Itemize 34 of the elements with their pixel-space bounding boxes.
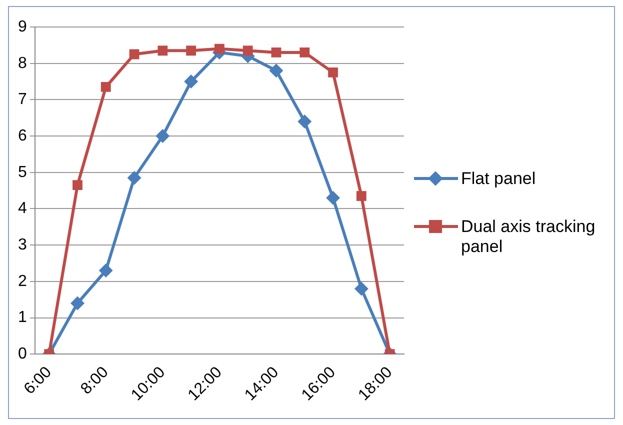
- point: [70, 296, 84, 310]
- point: [214, 44, 224, 54]
- legend-label: Dual axis tracking panel: [461, 216, 596, 256]
- legend-label: Flat panel: [461, 168, 536, 188]
- y-tick-label: 6: [18, 127, 27, 144]
- x-tick-label: 6:00: [21, 364, 56, 398]
- point: [298, 114, 312, 128]
- y-tick-label: 0: [18, 346, 27, 363]
- point: [300, 47, 310, 58]
- y-tick-label: 4: [18, 200, 27, 218]
- point: [271, 47, 282, 58]
- point: [184, 74, 198, 89]
- point: [326, 190, 340, 205]
- y-tick-label: 8: [18, 54, 27, 72]
- point: [186, 46, 196, 56]
- y-tick-label: 7: [18, 91, 27, 108]
- point: [158, 46, 168, 56]
- point: [100, 82, 111, 92]
- point: [72, 180, 82, 190]
- point: [98, 264, 113, 278]
- y-tick-label: 3: [18, 236, 27, 254]
- y-tick-label: 2: [18, 272, 27, 290]
- point: [356, 191, 366, 201]
- point: [328, 67, 338, 78]
- y-tick-label: 1: [18, 309, 27, 326]
- point: [354, 282, 368, 296]
- point: [269, 64, 284, 78]
- x-tick-label: 8:00: [78, 364, 112, 398]
- point: [156, 129, 170, 144]
- y-tick-label: 5: [18, 164, 27, 181]
- y-tick-label: 9: [18, 18, 27, 36]
- point: [242, 46, 253, 56]
- point: [129, 49, 140, 60]
- point: [127, 170, 142, 185]
